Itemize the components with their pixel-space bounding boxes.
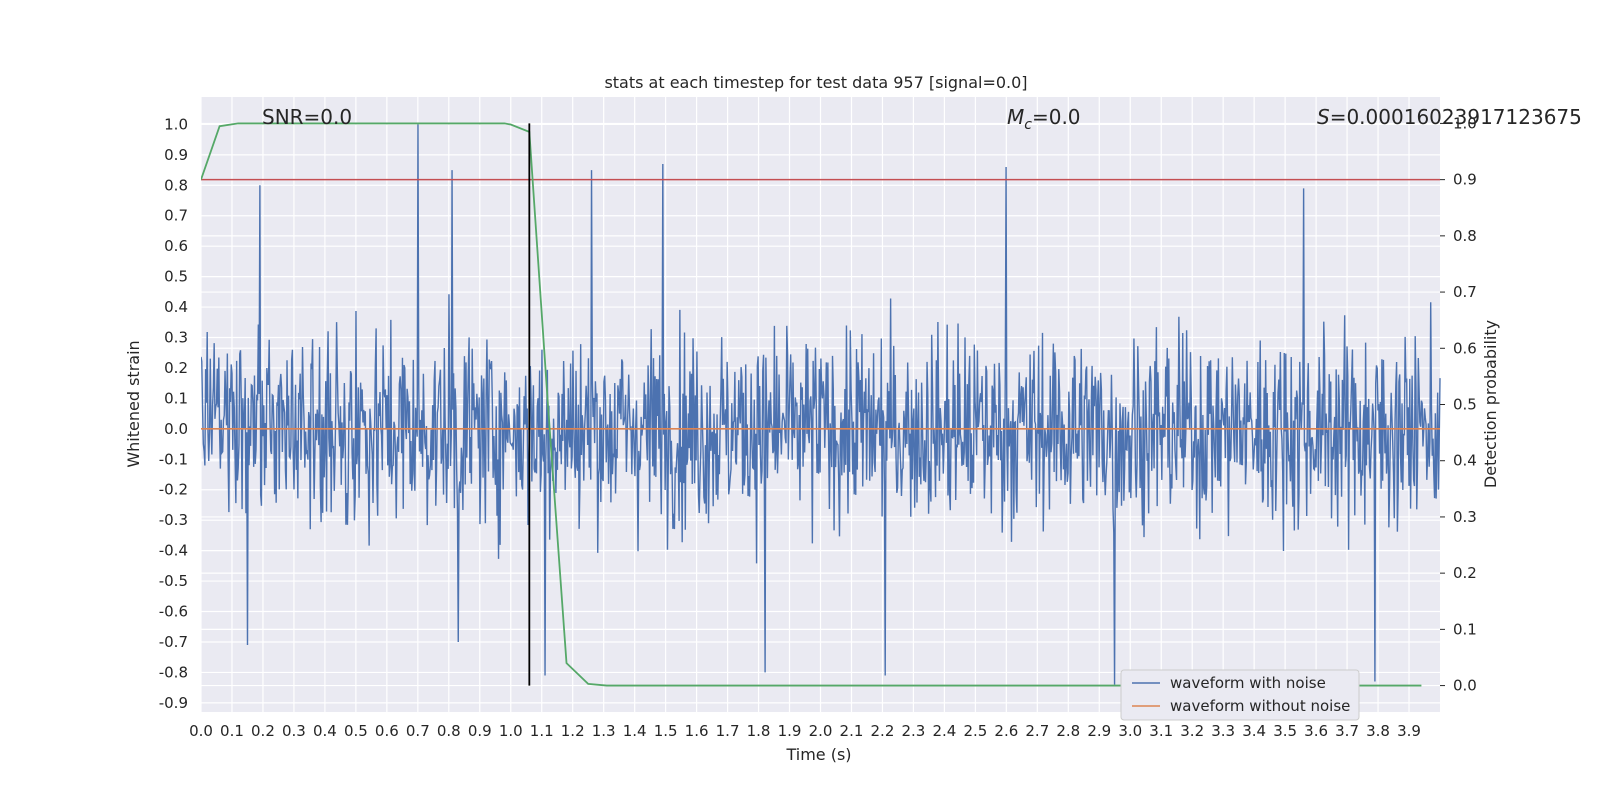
chart-title: stats at each timestep for test data 957… [604,73,1027,92]
x-tick-label: 0.0 [189,722,213,740]
x-tick-label: 1.7 [716,722,740,740]
y-tick-label: 0.9 [164,146,188,164]
x-axis-ticks: 0.0 0.1 0.2 0.3 0.4 0.5 0.6 0.7 0.8 0.9 1.0 1.1 1.2 1… [189,722,1421,740]
legend: waveform with noise waveform without noi… [1120,669,1360,721]
y2-tick-label: 0.1 [1453,620,1477,638]
y-tick-label: 0.5 [164,268,188,286]
x-tick-label: 0.4 [313,722,337,740]
y-axis-ticks: -0.9 -0.8 -0.7 -0.6 -0.5 -0.4 -0.3 -0.2 -0.1 0.0 0… [159,115,188,711]
x-tick-label: 2.1 [840,722,864,740]
s-value: =0.00016023917123675 [1330,105,1582,129]
legend-label-noise: waveform with noise [1170,674,1326,692]
x-tick-label: 2.8 [1056,722,1080,740]
x-tick-label: 3.9 [1397,722,1421,740]
x-tick-label: 1.9 [778,722,802,740]
y2-tick-label: 0.8 [1453,227,1477,245]
x-tick-label: 3.4 [1242,722,1266,740]
x-tick-label: 0.6 [375,722,399,740]
x-tick-label: 0.9 [468,722,492,740]
y-tick-label: -0.6 [159,603,188,621]
x-tick-label: 2.7 [1025,722,1049,740]
x-tick-label: 1.5 [654,722,678,740]
chirp-mass-value: =0.0 [1032,105,1081,129]
x-tick-label: 0.3 [282,722,306,740]
y2-tick-label: 0.2 [1453,564,1477,582]
x-tick-label: 1.3 [592,722,616,740]
x-tick-label: 1.0 [499,722,523,740]
legend-label-clean: waveform without noise [1170,697,1350,715]
y2-tick-label: 0.7 [1453,283,1477,301]
y-tick-label: -0.3 [159,511,188,529]
x-tick-label: 2.5 [963,722,987,740]
y-tick-label: 1.0 [164,115,188,133]
x-tick-label: 3.7 [1335,722,1359,740]
x-axis-label: Time (s) [785,745,851,764]
y2-tick-label: 1.0 [1453,114,1477,132]
y-tick-label: -0.5 [159,572,188,590]
x-tick-label: 2.4 [932,722,956,740]
x-tick-label: 3.2 [1180,722,1204,740]
x-tick-label: 2.0 [809,722,833,740]
y-tick-label: 0.3 [164,329,188,347]
y-tick-label: -0.9 [159,694,188,712]
y2-tick-label: 0.6 [1453,339,1477,357]
x-tick-label: 1.1 [530,722,554,740]
x-tick-label: 0.2 [251,722,275,740]
x-tick-label: 2.6 [994,722,1018,740]
y2-tick-label: 0.9 [1453,171,1477,189]
x-tick-label: 0.8 [437,722,461,740]
y2-axis-label: Detection probability [1481,320,1500,488]
s-annotation: S=0.00016023917123675 [1317,105,1582,129]
y2-tick-label: 0.0 [1453,677,1477,695]
y2-tick-label: 0.5 [1453,396,1477,414]
x-tick-label: 1.4 [623,722,647,740]
y-tick-label: 0.4 [164,298,188,316]
x-tick-label: 2.3 [901,722,925,740]
series-waveform-with-noise [201,124,1441,685]
x-tick-label: 2.9 [1087,722,1111,740]
y-tick-label: 0.2 [164,359,188,377]
x-tick-label: 3.5 [1273,722,1297,740]
y-axis-label: Whitened strain [124,340,143,467]
y-tick-label: -0.4 [159,542,188,560]
snr-annotation: SNR=0.0 [262,105,352,129]
x-tick-label: 2.2 [871,722,895,740]
x-tick-label: 1.2 [561,722,585,740]
y-tick-label: 0.0 [164,420,188,438]
x-tick-label: 3.8 [1366,722,1390,740]
y-tick-label: 0.6 [164,237,188,255]
x-tick-label: 3.6 [1304,722,1328,740]
chirp-mass-symbol: M [1007,105,1024,129]
y-tick-label: -0.8 [159,663,188,681]
y-tick-label: 0.7 [164,207,188,225]
legend-box [1120,669,1360,721]
x-tick-label: 0.7 [406,722,430,740]
y2-axis-ticks: 0.0 0.1 0.2 0.3 0.4 0.5 0.6 0.7 0.8 0.9 1.0 [1440,114,1477,695]
y-tick-label: -0.7 [159,633,188,651]
y2-tick-label: 0.3 [1453,508,1477,526]
x-tick-label: 0.5 [344,722,368,740]
chirp-mass-annotation: Mc=0.0 [1007,105,1081,133]
y2-tick-label: 0.4 [1453,452,1477,470]
x-tick-label: 1.6 [685,722,709,740]
x-tick-label: 3.0 [1118,722,1142,740]
x-tick-label: 3.3 [1211,722,1235,740]
chirp-mass-subscript: c [1024,117,1032,133]
x-tick-label: 1.8 [747,722,771,740]
y-tick-label: -0.1 [159,450,188,468]
x-tick-label: 3.1 [1149,722,1173,740]
s-symbol: S [1317,105,1330,129]
y-tick-label: -0.2 [159,481,188,499]
y-tick-label: 0.8 [164,176,188,194]
x-tick-label: 0.1 [220,722,244,740]
y-tick-label: 0.1 [164,389,188,407]
